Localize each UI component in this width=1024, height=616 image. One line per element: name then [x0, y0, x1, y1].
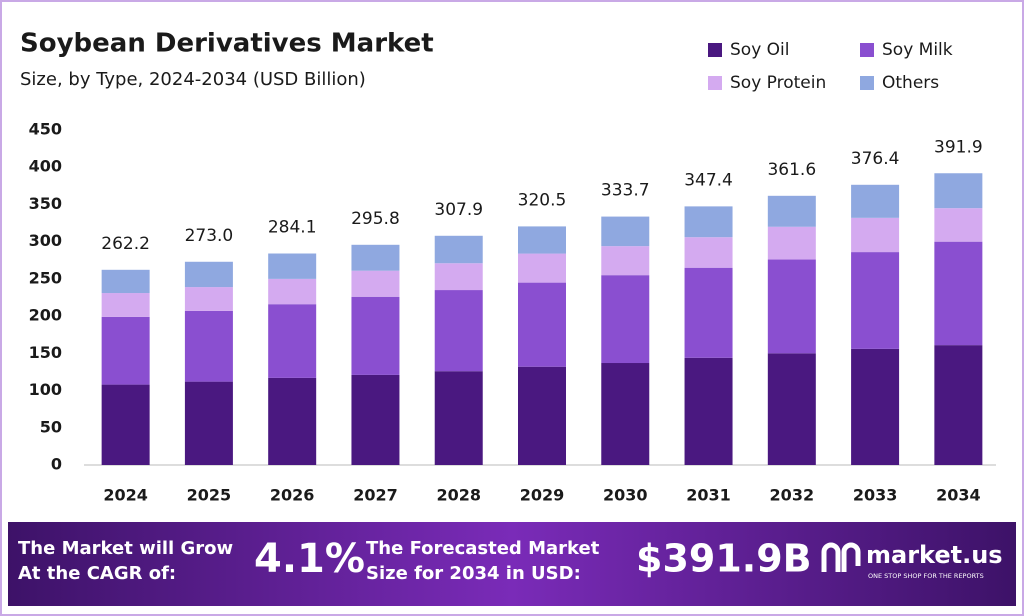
x-tick-label: 2026	[270, 486, 315, 505]
y-tick-label: 250	[29, 268, 62, 287]
bar-segment	[351, 374, 400, 465]
x-tick-label: 2024	[103, 486, 148, 505]
y-tick-label: 50	[40, 417, 62, 436]
chart-subtitle: Size, by Type, 2024-2034 (USD Billion)	[20, 69, 366, 90]
bar-segment	[767, 195, 816, 227]
total-label: 320.5	[518, 190, 567, 210]
y-tick-label: 200	[29, 306, 62, 325]
x-tick-label: 2025	[187, 486, 232, 505]
x-tick-label: 2029	[520, 486, 565, 505]
total-label: 273.0	[185, 226, 234, 246]
legend-swatch	[860, 76, 874, 90]
bar-segment	[601, 275, 650, 364]
cagr-text: At the CAGR of:	[18, 563, 176, 584]
bar-segment	[851, 348, 900, 465]
bar-segment	[851, 217, 900, 253]
x-tick-label: 2030	[603, 486, 648, 505]
bar-segment	[434, 263, 483, 291]
legend-swatch	[860, 43, 874, 57]
total-label: 391.9	[934, 137, 983, 157]
legend-label: Soy Milk	[882, 40, 953, 60]
y-tick-label: 400	[29, 157, 62, 176]
bar-segment	[934, 173, 983, 209]
y-tick-label: 300	[29, 231, 62, 250]
y-tick-label: 150	[29, 343, 62, 362]
bar-segment	[518, 253, 566, 283]
bar-segment	[684, 267, 733, 358]
bar-segment	[934, 208, 983, 242]
bar-segment	[184, 261, 233, 288]
bar-segment	[851, 252, 900, 349]
legend-label: Soy Protein	[730, 73, 826, 93]
bar-segment	[268, 377, 317, 465]
bar-segment	[434, 235, 483, 264]
legend-label: Soy Oil	[730, 40, 789, 60]
x-tick-label: 2034	[936, 486, 981, 505]
forecast-text: Size for 2034 in USD:	[366, 563, 581, 584]
bar-segment	[767, 226, 816, 260]
brand: market.us	[866, 541, 1003, 569]
bar-segment	[351, 244, 400, 271]
bar-segment	[184, 381, 233, 465]
forecast-text: The Forecasted Market	[366, 538, 600, 559]
bar-segment	[934, 241, 983, 346]
y-tick-label: 350	[29, 194, 62, 213]
x-tick-label: 2031	[686, 486, 731, 505]
total-label: 284.1	[268, 218, 317, 238]
tagline: ONE STOP SHOP FOR THE REPORTS	[868, 572, 984, 580]
y-tick-label: 100	[29, 380, 62, 399]
bar-segment	[101, 293, 150, 317]
bar-segment	[684, 206, 733, 238]
bar-segment	[351, 296, 400, 375]
bar-segment	[518, 226, 566, 254]
bar-segment	[518, 282, 566, 367]
legend-label: Others	[882, 73, 939, 93]
bar-segment	[101, 316, 150, 385]
x-tick-label: 2028	[436, 486, 481, 505]
bar-segment	[684, 237, 733, 268]
bar-segment	[851, 184, 900, 218]
bar-segment	[268, 253, 317, 279]
total-label: 307.9	[434, 200, 483, 220]
bar-segment	[767, 259, 816, 354]
bar-segment	[101, 384, 150, 465]
bar-segment	[767, 353, 816, 465]
total-label: 376.4	[851, 149, 900, 169]
forecast-value: $391.9B	[636, 537, 812, 581]
legend-swatch	[708, 76, 722, 90]
cagr-value: 4.1%	[254, 536, 365, 582]
legend-swatch	[708, 43, 722, 57]
bar-segment	[434, 371, 483, 465]
bar-segment	[184, 310, 233, 382]
bar-segment	[434, 290, 483, 372]
total-label: 361.6	[767, 160, 816, 180]
bar-segment	[351, 270, 400, 297]
bar-segment	[101, 269, 150, 294]
bar-segment	[601, 246, 650, 276]
y-tick-label: 0	[51, 455, 62, 474]
chart-title: Soybean Derivatives Market	[20, 29, 434, 59]
brand-logo	[821, 542, 861, 572]
y-tick-label: 450	[29, 120, 62, 139]
total-label: 295.8	[351, 209, 400, 229]
cagr-text: The Market will Grow	[18, 538, 233, 559]
total-label: 262.2	[101, 234, 150, 254]
bar-segment	[268, 278, 317, 305]
x-tick-label: 2032	[770, 486, 815, 505]
bar-segment	[601, 216, 650, 247]
bar-segment	[934, 345, 983, 465]
x-tick-label: 2033	[853, 486, 898, 505]
bar-segment	[268, 304, 317, 378]
bar-segment	[518, 366, 566, 465]
bar-segment	[684, 357, 733, 465]
bar-segment	[601, 363, 650, 465]
bar-segment	[184, 287, 233, 311]
total-label: 347.4	[684, 170, 733, 190]
total-label: 333.7	[601, 181, 650, 201]
footer-band	[8, 522, 1016, 606]
x-tick-label: 2027	[353, 486, 398, 505]
